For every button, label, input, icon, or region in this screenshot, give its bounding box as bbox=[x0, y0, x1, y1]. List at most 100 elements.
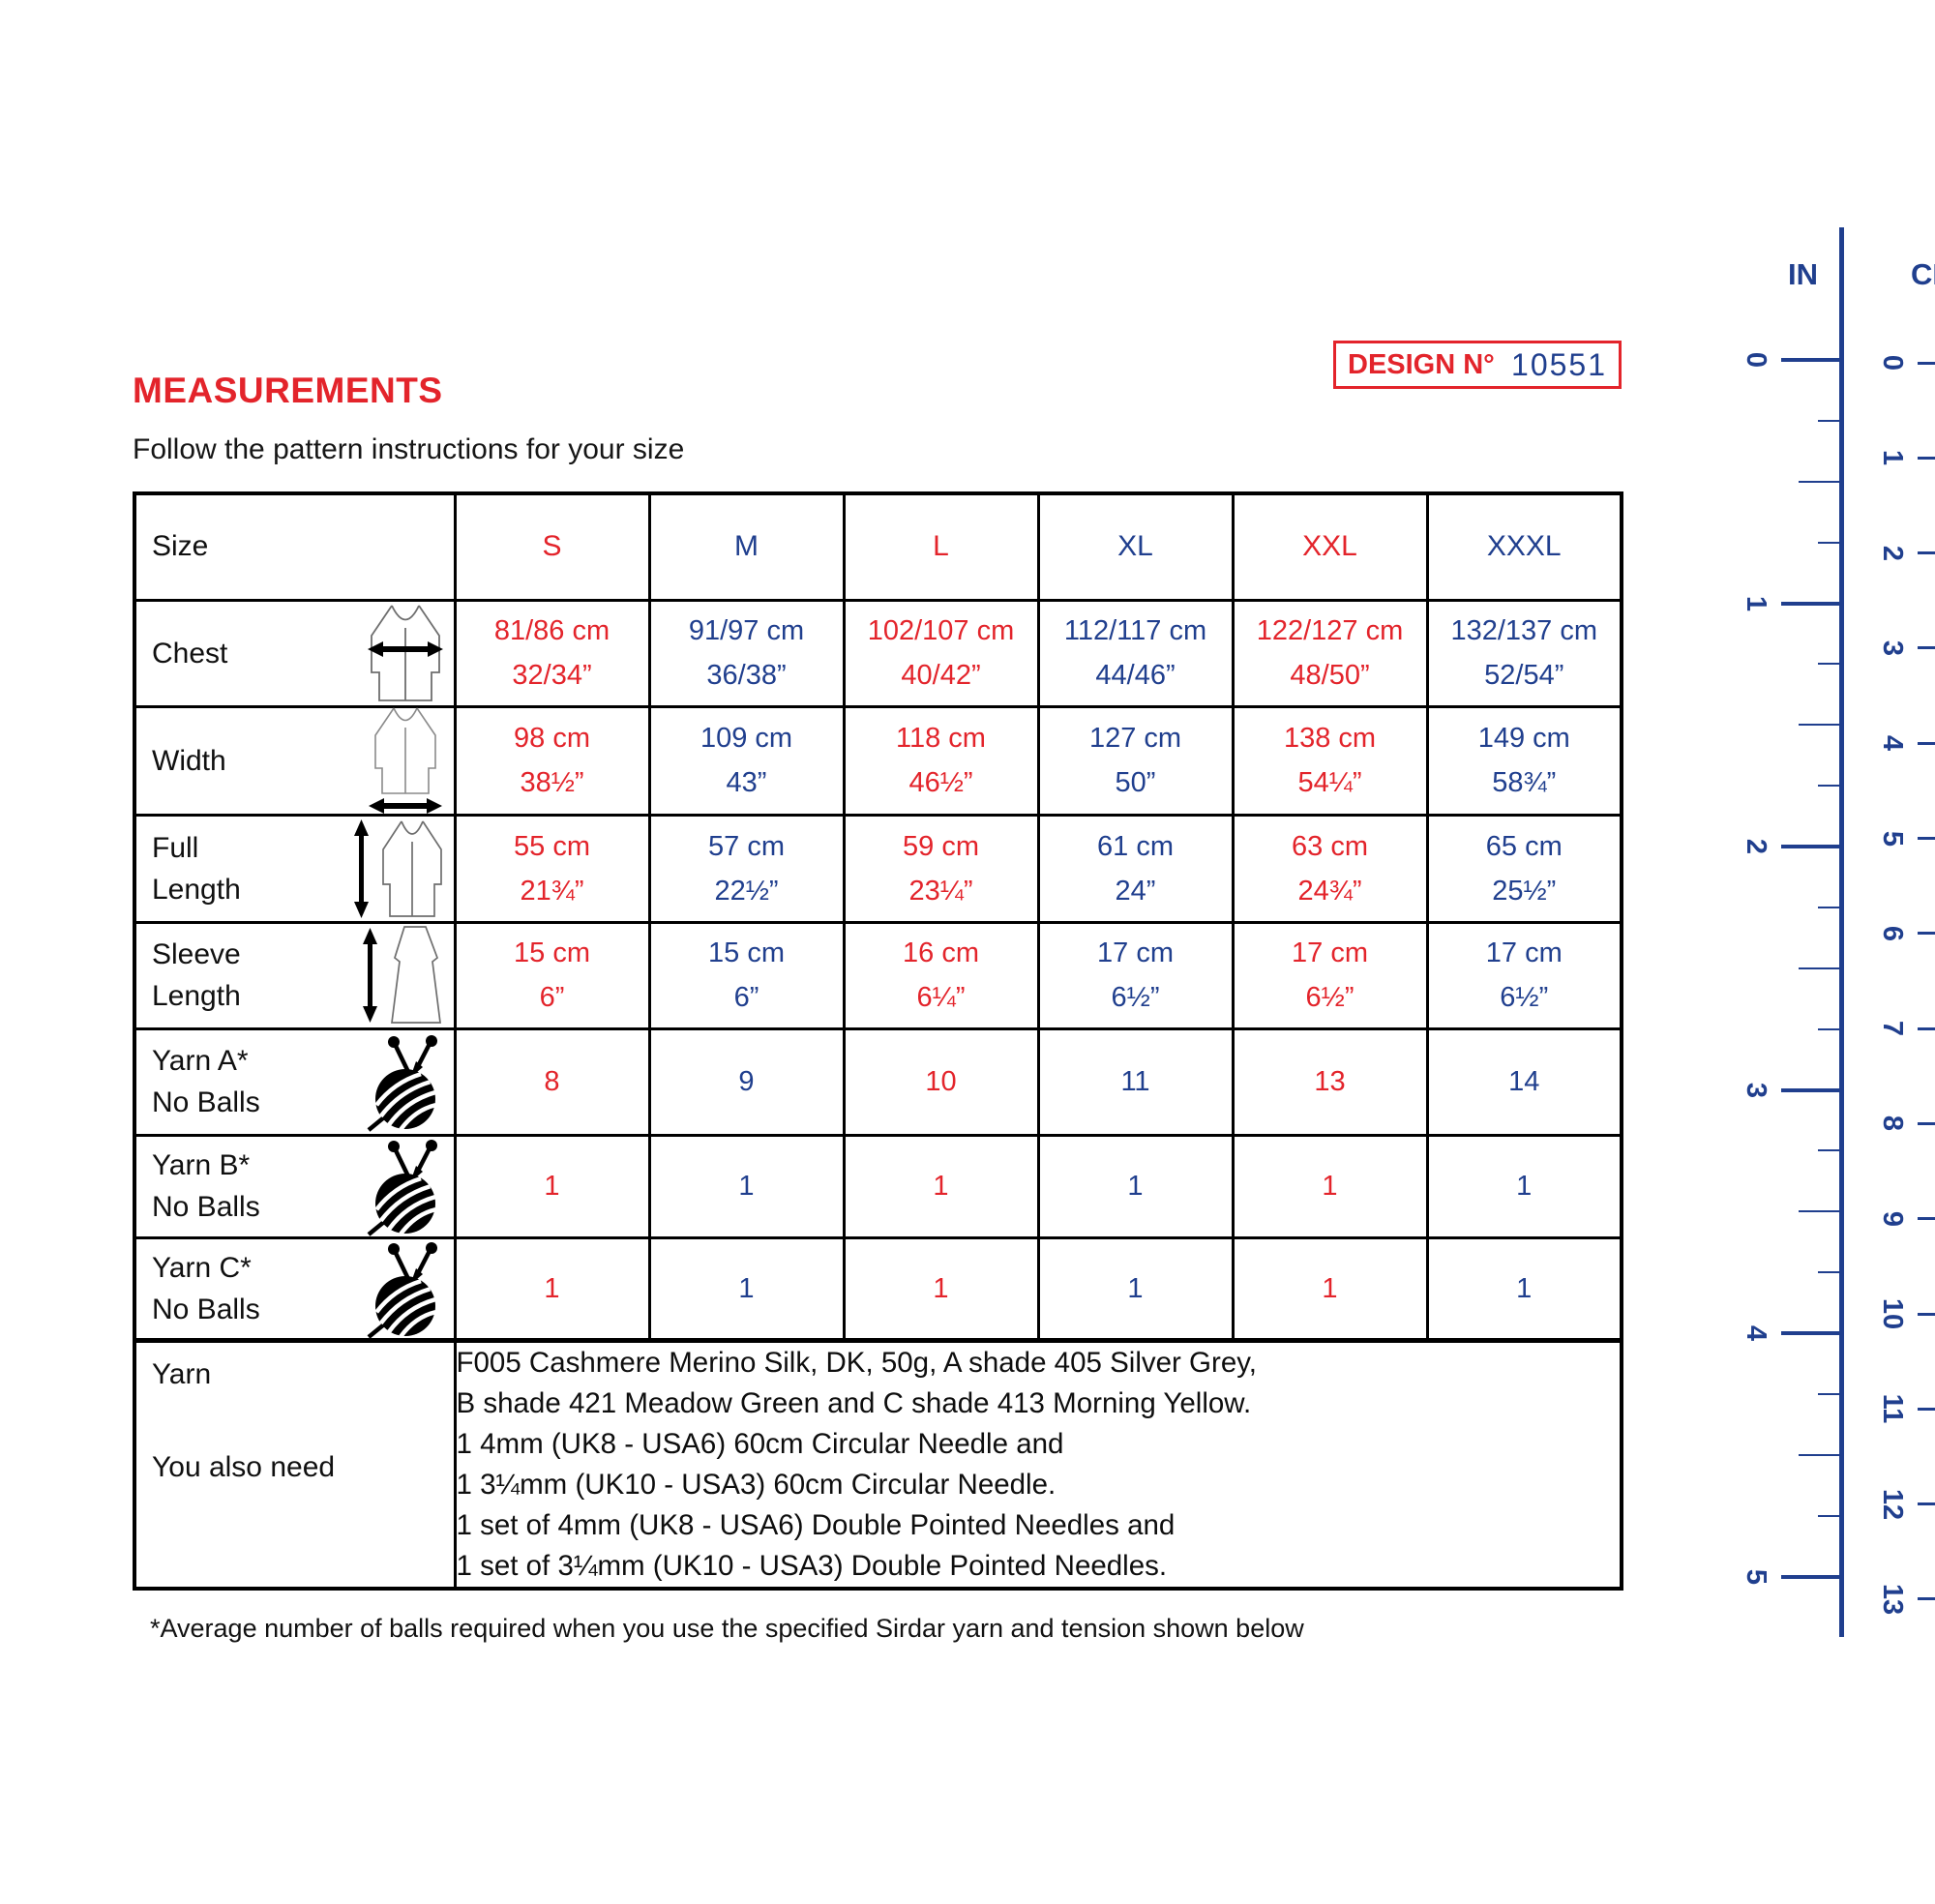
value-line: 1 bbox=[1322, 1272, 1338, 1304]
value-line: 6” bbox=[539, 982, 565, 1013]
ruler-quarter-inch-tick bbox=[1818, 1149, 1839, 1152]
value-cell: 1 bbox=[647, 1133, 846, 1239]
value-line: 58¾” bbox=[1492, 767, 1557, 798]
ruler-quarter-inch-tick bbox=[1818, 1027, 1839, 1030]
ruler-inch-tick bbox=[1781, 358, 1839, 362]
size-column-header-xxl: XXL bbox=[1231, 491, 1429, 602]
value-cell: 17 cm 6½” bbox=[1036, 920, 1235, 1030]
value-line: 16 cm bbox=[903, 937, 979, 968]
ruler-quarter-inch-tick bbox=[1818, 1514, 1839, 1517]
ruler-cm-number: 7 bbox=[1877, 1021, 1908, 1037]
ruler-inch-tick bbox=[1781, 1331, 1839, 1335]
ruler-inch-tick bbox=[1781, 1574, 1839, 1579]
design-number-value: 10551 bbox=[1511, 346, 1607, 382]
value-cell: 112/117 cm 44/46” bbox=[1036, 598, 1235, 708]
value-cell: 8 bbox=[453, 1026, 651, 1137]
value-line: 46½” bbox=[908, 767, 973, 798]
value-cell: 1 bbox=[1036, 1133, 1235, 1239]
value-line: 1 bbox=[1127, 1171, 1144, 1202]
size-header-cell: Size bbox=[133, 491, 457, 602]
value-line: 65 cm bbox=[1485, 830, 1563, 862]
ruler-inch-tick bbox=[1781, 1087, 1839, 1092]
value-cell: 16 cm 6¼” bbox=[842, 920, 1040, 1030]
value-line: 1 bbox=[1127, 1272, 1144, 1304]
yarn-details-line: 1 3¼mm (UK10 - USA3) 60cm Circular Needl… bbox=[456, 1468, 1057, 1501]
ruler-inch-number: 1 bbox=[1741, 595, 1771, 611]
ruler-quarter-inch-tick bbox=[1818, 663, 1839, 666]
yarn-info-label-cell: Yarn You also need bbox=[133, 1337, 457, 1590]
table-row: Full Length 55 cm 21¾” 57 cm 22½” 59 cm 23¼” 61… bbox=[133, 813, 1623, 924]
value-cell: 63 cm 24¾” bbox=[1231, 813, 1429, 924]
ruler-cm-tick bbox=[1918, 1407, 1935, 1411]
design-number-label: DESIGN N° bbox=[1348, 348, 1495, 380]
yarn-details-cell: F005 Cashmere Merino Silk, DK, 50g, A sh… bbox=[453, 1337, 1623, 1590]
row-label: Chest bbox=[152, 637, 228, 669]
ruler-spine bbox=[1839, 227, 1844, 1637]
value-line: 1 bbox=[544, 1272, 560, 1304]
value-line: 17 cm bbox=[1097, 937, 1174, 968]
page-subtitle: Follow the pattern instructions for your… bbox=[133, 433, 685, 465]
value-cell: 15 cm 6” bbox=[453, 920, 651, 1030]
sleeve-icon bbox=[359, 925, 448, 1026]
value-line: 1 bbox=[1322, 1171, 1338, 1202]
value-line: 24” bbox=[1115, 875, 1156, 907]
ruler-cm-tick bbox=[1918, 741, 1935, 745]
ruler-cm-tick bbox=[1918, 1597, 1935, 1601]
value-cell: 11 bbox=[1036, 1026, 1235, 1137]
table-row: Sleeve Length 15 cm 6” 15 cm 6” 16 cm 6¼” 17 cm… bbox=[133, 920, 1623, 1030]
ruler-cm-number: 1 bbox=[1877, 450, 1908, 466]
value-line: 1 bbox=[738, 1171, 755, 1202]
ruler-quarter-inch-tick bbox=[1818, 1392, 1839, 1395]
table-row: Width 98 cm 38½” 109 cm 43” 118 cm 46½” 127 cm… bbox=[133, 704, 1623, 817]
value-line: 52/54” bbox=[1484, 660, 1564, 691]
ruler-inch-number: 3 bbox=[1741, 1082, 1771, 1098]
row-label-cell: Sleeve Length bbox=[133, 920, 457, 1030]
table-row: Yarn B* No Balls 1 1 1 1 1 1 bbox=[133, 1133, 1623, 1239]
ruler-quarter-inch-tick bbox=[1818, 906, 1839, 908]
ruler-cm-number: 13 bbox=[1877, 1583, 1908, 1616]
row-label: Length bbox=[152, 873, 241, 906]
value-line: 138 cm bbox=[1283, 723, 1377, 754]
value-line: 25½” bbox=[1492, 875, 1557, 907]
value-line: 1 bbox=[1516, 1272, 1533, 1304]
value-line: 17 cm bbox=[1292, 937, 1368, 968]
ruler-quarter-inch-tick bbox=[1818, 541, 1839, 544]
yarn-details-line: 1 4mm (UK8 - USA6) 60cm Circular Needle … bbox=[456, 1427, 1064, 1460]
value-cell: 1 bbox=[1425, 1133, 1623, 1239]
value-cell: 1 bbox=[453, 1235, 651, 1342]
value-line: 102/107 cm bbox=[867, 615, 1015, 646]
you-also-need-label: You also need bbox=[152, 1450, 336, 1483]
yarn-details-line: 1 set of 4mm (UK8 - USA6) Double Pointed… bbox=[456, 1508, 1176, 1541]
table-row: Chest 81/86 cm 32/34” 91/97 cm 36/38” 102/10… bbox=[133, 598, 1623, 708]
ruler-cm-tick bbox=[1918, 1121, 1935, 1125]
table-row: Yarn C* No Balls 1 1 1 1 1 1 bbox=[133, 1235, 1623, 1342]
value-line: 8 bbox=[544, 1066, 560, 1097]
value-line: 6¼” bbox=[916, 982, 966, 1013]
ruler-cm-number: 11 bbox=[1877, 1393, 1908, 1424]
measurements-table: Size S M L XL XXL XXXL Chest 81/86 cm 32/34” 91/9… bbox=[133, 491, 1623, 1591]
value-cell: 98 cm 38½” bbox=[453, 704, 651, 817]
value-cell: 81/86 cm 32/34” bbox=[453, 598, 651, 708]
footnote: *Average number of balls required when y… bbox=[150, 1614, 1304, 1643]
row-label-cell: Width bbox=[133, 704, 457, 817]
value-line: 1 bbox=[933, 1171, 949, 1202]
ruler-quarter-inch-tick bbox=[1799, 480, 1839, 483]
value-line: 1 bbox=[738, 1272, 755, 1304]
value-line: 9 bbox=[738, 1066, 755, 1097]
row-label: No Balls bbox=[152, 1293, 260, 1325]
value-cell: 57 cm 22½” bbox=[647, 813, 846, 924]
value-line: 1 bbox=[1516, 1171, 1533, 1202]
jacket-chest-icon bbox=[363, 603, 448, 703]
page-title: MEASUREMENTS bbox=[133, 371, 443, 410]
value-line: 54¼” bbox=[1297, 767, 1362, 798]
ruler-cm-tick bbox=[1918, 361, 1935, 365]
value-line: 81/86 cm bbox=[493, 615, 610, 646]
value-line: 24¾” bbox=[1297, 875, 1362, 907]
value-line: 11 bbox=[1120, 1066, 1150, 1097]
yarn-ball-icon bbox=[367, 1136, 448, 1236]
ruler-cm-tick bbox=[1918, 1312, 1935, 1316]
row-label: No Balls bbox=[152, 1191, 260, 1223]
value-cell: 91/97 cm 36/38” bbox=[647, 598, 846, 708]
jacket-width-icon bbox=[363, 706, 448, 815]
